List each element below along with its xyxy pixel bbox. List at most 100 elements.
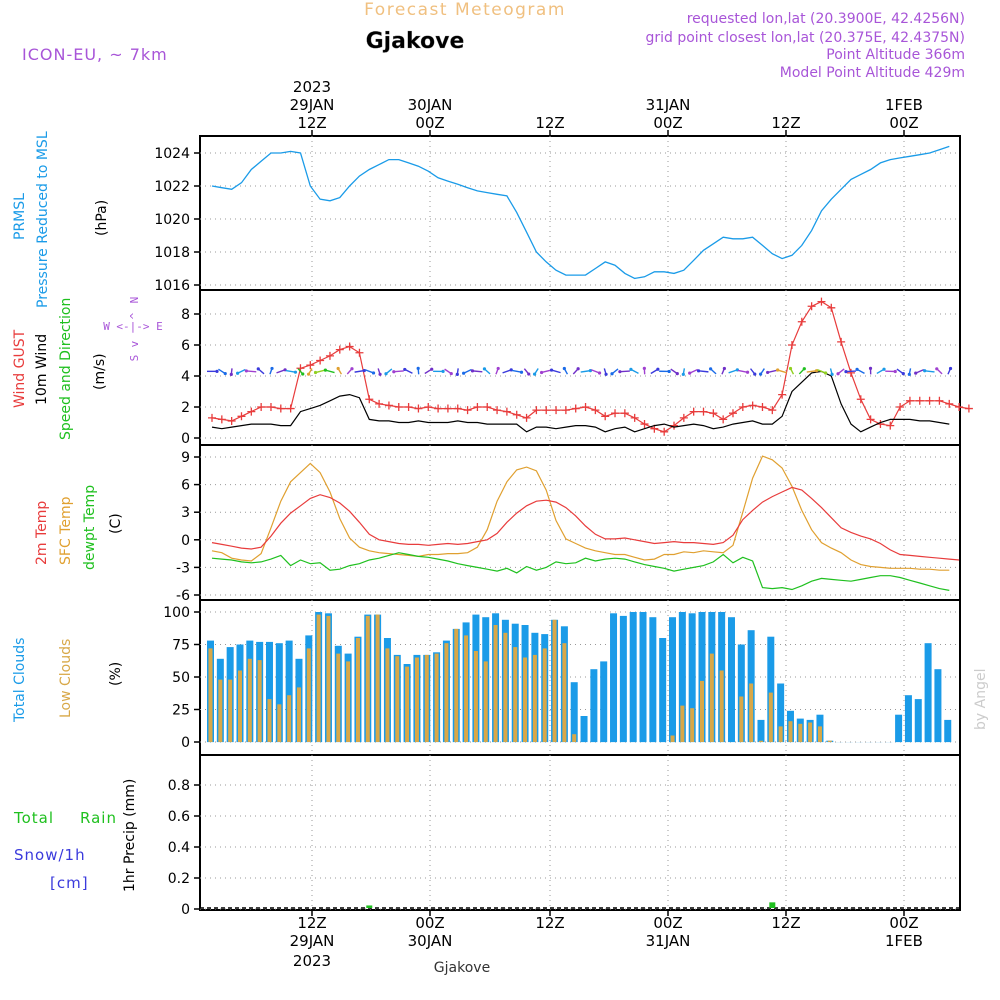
gust-marker — [905, 396, 914, 405]
y-tick-label: 8 — [181, 307, 190, 323]
panel-pressure: 1016 1018 1020 1022 1024 — [154, 135, 961, 294]
bottom-axis-label: 00Z — [415, 914, 444, 932]
total-rain-label-2: Rain — [80, 809, 117, 827]
footer-location: Gjakove — [434, 960, 490, 976]
low-cloud-bar — [444, 643, 449, 742]
low-cloud-bar — [493, 625, 498, 742]
low-cloud-bar — [523, 657, 528, 742]
bottom-axis-label: 31JAN — [646, 932, 691, 950]
wind-arrow-head — [236, 371, 240, 375]
wind-arrow-head — [323, 368, 327, 372]
wind-arrow-head — [462, 371, 466, 375]
wind-arrow-head — [745, 370, 750, 374]
wind-arrow-head — [935, 367, 939, 371]
wind-arrow-head — [441, 369, 445, 374]
panel-frame — [199, 289, 961, 446]
pressure-unit: (hPa) — [94, 200, 110, 236]
low-cloud-bar — [346, 661, 351, 742]
gust-marker — [886, 421, 895, 430]
gust-marker — [640, 420, 649, 429]
gust-marker — [286, 404, 295, 413]
wind-arrow-head — [430, 367, 434, 371]
top-axis-label: 00Z — [889, 114, 918, 132]
wind-10m-label: 10m Wind — [34, 334, 50, 405]
gust-marker — [365, 395, 374, 404]
prmsl-line — [211, 145, 950, 280]
wind-direction-arrow — [619, 370, 630, 373]
gust-marker — [591, 406, 600, 415]
top-axis-label: 1FEB — [885, 96, 923, 114]
bottom-axis-label: 2023 — [293, 952, 331, 970]
gust-marker — [266, 403, 275, 411]
wind-arrow-head — [610, 372, 614, 376]
wind-direction-arrow — [393, 370, 404, 373]
low-cloud-bar — [326, 615, 331, 742]
wind-dir-label: Speed and Direction — [58, 298, 74, 440]
y-tick-label: 100 — [163, 605, 190, 621]
gust-marker — [257, 403, 266, 411]
wind-direction-arrow — [285, 369, 296, 373]
y-tick-label: -3 — [176, 560, 190, 576]
wind-arrow-head — [759, 372, 763, 376]
gust-marker — [856, 395, 865, 404]
wind-arrow-head — [901, 372, 905, 376]
total-cloud-bar — [639, 612, 647, 743]
wind-arrow-head — [223, 371, 227, 376]
low-cloud-bar — [532, 654, 537, 742]
y-tick-label: 0 — [181, 431, 190, 447]
sfc-temp-line — [211, 455, 950, 571]
y-tick-label: 50 — [172, 670, 190, 686]
low-cloud-bar — [375, 614, 380, 742]
low-cloud-bar — [454, 628, 459, 742]
wind-arrow-head — [384, 372, 388, 376]
top-axis-label: 12Z — [535, 114, 564, 132]
y-tick-label: 25 — [172, 703, 190, 719]
wind-arrow-head — [539, 370, 544, 375]
wind-arrow-head — [371, 371, 376, 375]
gust-marker — [542, 406, 551, 415]
gust-marker — [601, 412, 610, 421]
gust-marker — [208, 413, 216, 422]
gust-marker — [345, 342, 354, 351]
gust-marker — [502, 407, 511, 416]
wind-arrow-head — [392, 370, 396, 374]
temp-sfc-label: SFC Temp — [58, 496, 74, 565]
low-cloud-bar — [778, 726, 783, 742]
gust-marker — [434, 404, 443, 413]
wind-arrow-head — [496, 366, 500, 371]
wind-arrow-head — [597, 371, 602, 375]
low-cloud-bar — [719, 670, 724, 742]
total-cloud-bar — [698, 612, 706, 743]
panel-clouds: 0 25 50 75 100 — [163, 599, 961, 756]
gust-marker — [925, 396, 934, 405]
wind-arrow-head — [256, 367, 260, 371]
gust-marker — [414, 404, 423, 413]
total-cloud-bar — [580, 716, 588, 743]
low-cloud-bar — [257, 660, 262, 742]
wind-arrow-head — [293, 370, 298, 374]
wind-arrow-head — [882, 367, 886, 371]
y-tick-label: 0.6 — [168, 809, 190, 825]
wind-arrow-head — [696, 369, 701, 373]
wind-arrow-head — [923, 369, 927, 373]
low-cloud-bar — [237, 670, 242, 742]
wind-arrow-head — [306, 372, 311, 376]
wind-arrow-head — [642, 366, 646, 370]
low-cloud-bar — [473, 651, 478, 742]
low-cloud-bar — [513, 647, 518, 742]
total-cloud-bar — [904, 695, 912, 743]
top-axis-label: 30JAN — [408, 96, 453, 114]
wind-arrow-head — [576, 367, 580, 371]
temp-dewpt-label: dewpt Temp — [82, 485, 98, 570]
y-tick-label: 0.4 — [168, 840, 190, 856]
gust-marker — [561, 406, 570, 415]
bottom-axis-label: 1FEB — [885, 932, 923, 950]
y-tick-label: 0 — [181, 533, 190, 549]
compass-west-east: W <-|-> E — [103, 320, 163, 333]
wind-arrow-head — [618, 370, 622, 374]
wind-arrow-head — [470, 369, 475, 373]
total-cloud-bar — [777, 683, 785, 743]
gust-marker — [453, 404, 462, 413]
total-cloud-bar — [619, 615, 627, 743]
total-cloud-bar — [265, 641, 273, 743]
